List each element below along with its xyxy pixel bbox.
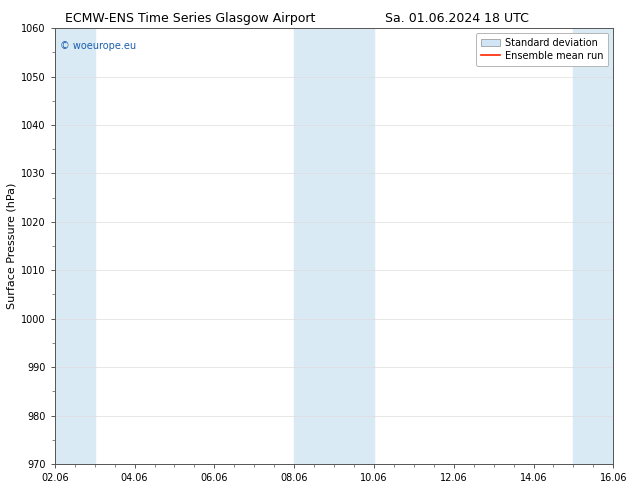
Text: ECMW-ENS Time Series Glasgow Airport: ECMW-ENS Time Series Glasgow Airport [65,12,315,25]
Text: © woeurope.eu: © woeurope.eu [60,41,136,51]
Legend: Standard deviation, Ensemble mean run: Standard deviation, Ensemble mean run [476,33,609,66]
Bar [573,28,613,464]
Bar [55,28,94,464]
Title: ECMW-ENS Time Series Glasgow Airport      Sa. 01.06.2024 18 UTC: ECMW-ENS Time Series Glasgow Airport Sa.… [0,489,1,490]
Bar [294,28,374,464]
Y-axis label: Surface Pressure (hPa): Surface Pressure (hPa) [7,183,17,309]
Text: Sa. 01.06.2024 18 UTC: Sa. 01.06.2024 18 UTC [385,12,528,25]
